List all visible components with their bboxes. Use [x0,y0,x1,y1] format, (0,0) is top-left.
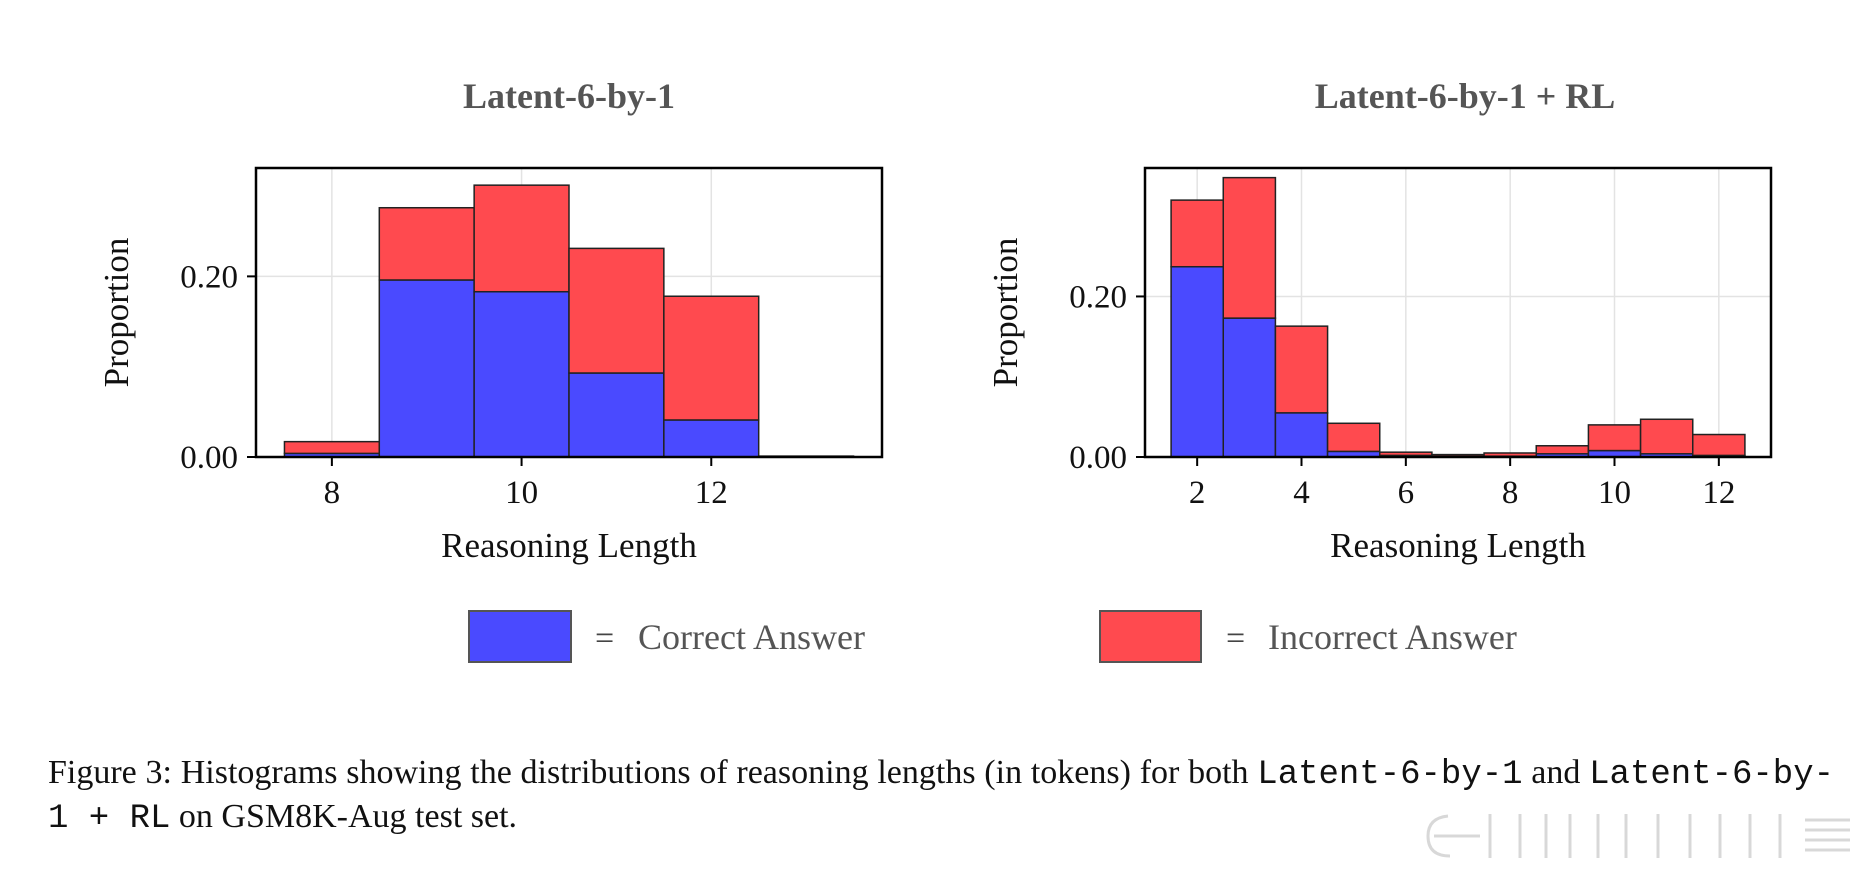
chart-panel-latent-rl: 2 4 6 8 10 12 0.00 0.20 Reasoning Length Proporti… [986,76,1773,565]
bar-incorrect [378,206,475,281]
watermark-logo [1426,814,1850,858]
figure: 8 10 12 0.00 0.20 Reasoning Length Proportion L… [97,76,1773,663]
chart-title: Latent-6-by-1 + RL [1315,76,1616,116]
x-axis-label: Reasoning Length [1330,526,1586,565]
bar-incorrect [1379,451,1433,457]
bar-correct [1222,317,1277,458]
bar-correct [1170,265,1225,458]
y-tick-label: 0.00 [1069,440,1127,476]
bar-incorrect [1274,325,1329,414]
bar-incorrect [1692,433,1746,457]
figure-caption: Figure 3: Histograms showing the distrib… [48,752,1834,840]
bar-correct [473,290,570,458]
bar-incorrect [568,247,665,374]
x-tick-label: 10 [1598,475,1631,511]
bar-correct [568,372,665,458]
bar-incorrect [1639,418,1694,455]
bar-correct [1274,412,1329,458]
bar-incorrect [1326,422,1381,453]
caption-middle: and [1522,754,1590,791]
bar-incorrect [1587,424,1642,452]
bar-correct [378,279,475,458]
x-tick-label: 8 [1502,475,1519,511]
bar-incorrect [1222,176,1277,319]
legend-swatch-incorrect [1099,610,1202,663]
chart-title: Latent-6-by-1 [463,76,675,116]
legend: = Correct Answer = Incorrect Answer [468,610,1517,663]
x-tick-label: 12 [695,475,728,511]
caption-suffix: on GSM8K-Aug test set. [170,798,518,835]
bar-incorrect [473,184,570,293]
bar-correct [663,419,760,458]
legend-swatch-correct [468,610,572,663]
plot-frame [254,166,884,459]
legend-separator: = [595,620,614,657]
y-axis-label: Proportion [97,238,136,388]
bar-incorrect [1170,199,1225,268]
bar-incorrect [283,440,381,455]
chart-panel-latent: 8 10 12 0.00 0.20 Reasoning Length Proportion L… [97,76,884,565]
legend-label-correct: Correct Answer [638,617,865,657]
caption-prefix: Figure 3: Histograms showing the distrib… [48,754,1258,791]
caption-model-a: Latent-6-by-1 [1257,756,1523,794]
bar-incorrect [663,295,760,421]
bar-incorrect [1535,445,1590,455]
legend-label-incorrect: Incorrect Answer [1268,617,1517,657]
x-axis-label: Reasoning Length [441,526,697,565]
x-tick-label: 8 [324,475,341,511]
caption-model-b: Latent-6-by-1 + RL [48,756,1834,838]
bar-incorrect [1483,452,1538,457]
x-tick-label: 2 [1189,475,1206,511]
x-tick-label: 4 [1293,475,1310,511]
y-axis-label: Proportion [986,238,1025,388]
y-tick-label: 0.20 [180,259,238,295]
y-tick-label: 0.00 [180,440,238,476]
x-tick-label: 12 [1702,475,1735,511]
x-tick-label: 10 [505,475,538,511]
plot-frame [1143,166,1773,459]
x-tick-label: 6 [1398,475,1415,511]
y-tick-label: 0.20 [1069,279,1127,315]
legend-separator: = [1226,620,1245,657]
